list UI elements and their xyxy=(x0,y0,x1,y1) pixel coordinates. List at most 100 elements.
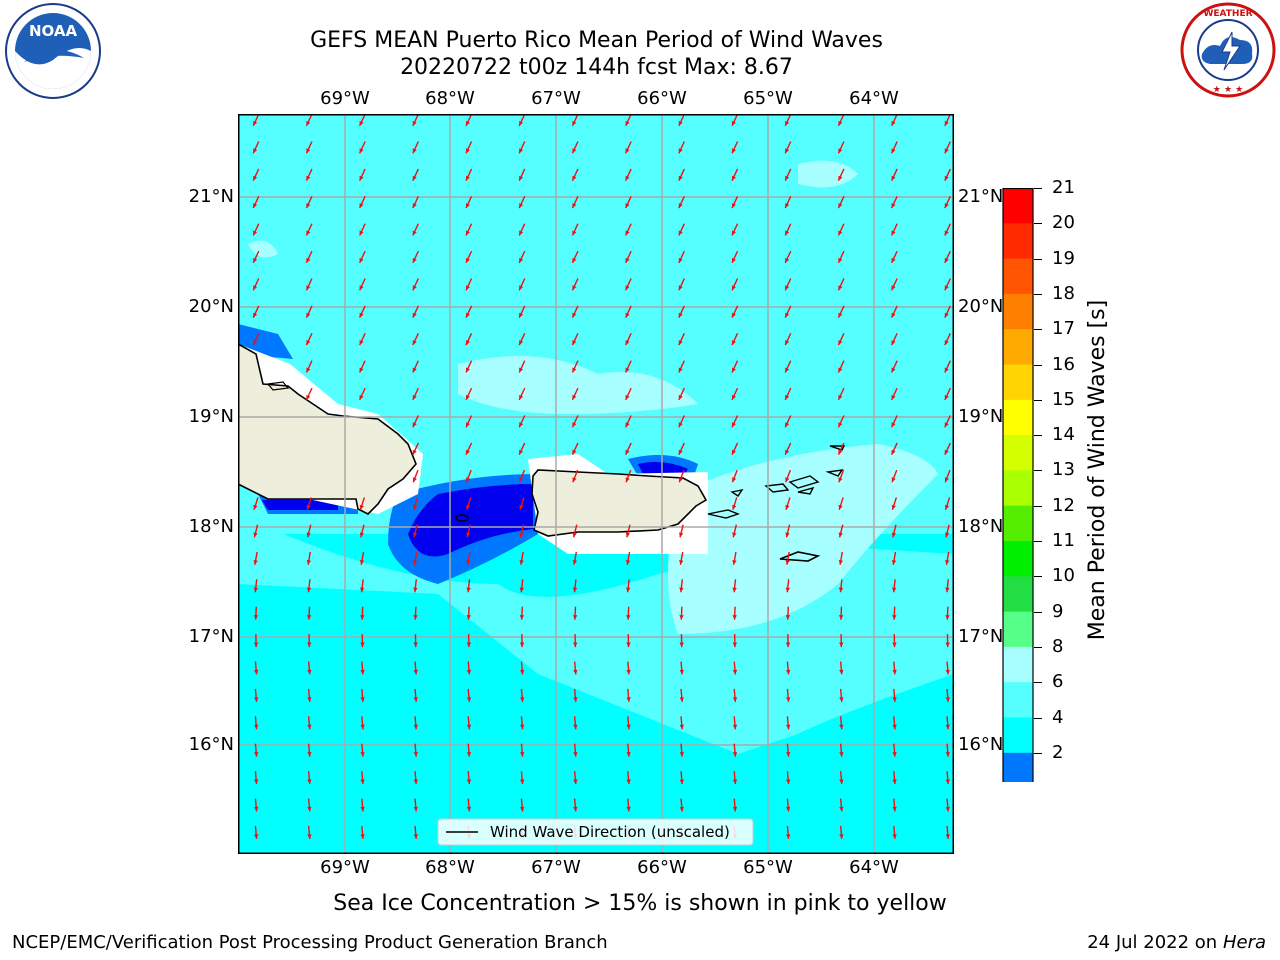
wave-direction-arrow xyxy=(518,114,526,127)
wave-direction-arrow xyxy=(571,278,579,291)
wave-direction-arrow xyxy=(359,141,366,154)
wave-direction-arrow xyxy=(731,305,739,318)
wave-direction-arrow xyxy=(786,743,791,757)
colorbar-swatch xyxy=(1003,576,1033,613)
wave-direction-arrow xyxy=(252,223,260,236)
wave-direction-arrow xyxy=(944,278,951,291)
wave-direction-arrow xyxy=(626,771,631,785)
longitude-label-bottom: 67°W xyxy=(531,857,581,878)
wave-direction-arrow xyxy=(945,551,950,565)
wave-direction-arrow xyxy=(518,278,526,291)
latitude-label-left: 19°N xyxy=(188,406,234,427)
wave-direction-arrow xyxy=(625,524,631,538)
wave-direction-arrow xyxy=(520,798,525,812)
wave-direction-arrow xyxy=(465,387,473,401)
wave-direction-arrow xyxy=(837,168,845,181)
colorbar-tick-mark xyxy=(1034,364,1042,366)
latitude-label-right: 17°N xyxy=(958,627,1004,647)
longitude-label-bottom: 66°W xyxy=(637,857,687,878)
wave-direction-arrow xyxy=(306,579,312,593)
latitude-label-left: 16°N xyxy=(188,734,234,755)
wave-direction-arrow xyxy=(678,168,685,181)
wave-direction-arrow xyxy=(465,305,473,318)
wave-direction-arrow xyxy=(892,579,897,593)
wave-direction-arrow xyxy=(839,798,844,812)
longitude-label-bottom: 65°W xyxy=(743,857,793,878)
wave-direction-arrow xyxy=(786,771,791,785)
wave-direction-arrow xyxy=(359,360,366,373)
wave-direction-arrow xyxy=(360,634,365,648)
wave-direction-arrow xyxy=(359,114,366,127)
colorbar-tick-mark xyxy=(1034,611,1042,613)
wave-direction-arrow xyxy=(944,360,951,373)
wave-direction-arrow xyxy=(359,168,366,181)
wave-direction-arrow xyxy=(945,524,950,538)
colorbar-tick-label: 18 xyxy=(1052,282,1075,304)
contour-below-2-mona xyxy=(408,484,533,557)
longitude-label-top: 66°W xyxy=(637,88,687,109)
longitude-label-bottom: 64°W xyxy=(849,857,899,878)
wave-direction-arrow xyxy=(519,524,525,538)
wave-direction-arrow xyxy=(891,333,898,346)
longitude-label-bottom: 68°W xyxy=(425,857,475,878)
wave-direction-arrow xyxy=(625,442,632,455)
wave-direction-arrow xyxy=(466,606,471,620)
wave-direction-arrow xyxy=(305,305,313,318)
wave-direction-arrow xyxy=(678,442,685,455)
wave-direction-arrow xyxy=(892,798,897,812)
colorbar-tick-label: 9 xyxy=(1052,600,1064,622)
colorbar-tick-mark xyxy=(1034,752,1042,754)
wave-direction-arrow xyxy=(413,743,418,757)
wave-direction-arrow xyxy=(413,606,418,620)
colorbar-tick-label: 13 xyxy=(1052,459,1075,481)
wave-direction-arrow xyxy=(892,743,897,757)
wave-direction-arrow xyxy=(785,579,790,593)
colorbar-swatch xyxy=(1003,505,1033,542)
wave-direction-arrow xyxy=(307,634,312,648)
wave-direction-arrow xyxy=(678,114,685,127)
wave-direction-arrow xyxy=(305,223,313,236)
wave-direction-arrow xyxy=(413,524,418,538)
wave-direction-arrow xyxy=(784,333,792,346)
wave-direction-arrow xyxy=(731,333,739,346)
wave-direction-arrow xyxy=(573,798,578,812)
wave-direction-arrow xyxy=(945,579,950,593)
wave-direction-arrow xyxy=(305,387,313,401)
plot-title: GEFS MEAN Puerto Rico Mean Period of Win… xyxy=(310,28,883,53)
wave-direction-arrow xyxy=(839,716,844,730)
wave-direction-arrow xyxy=(944,250,951,264)
wave-direction-arrow xyxy=(466,716,472,730)
wave-direction-arrow xyxy=(945,825,950,839)
wave-direction-arrow xyxy=(838,524,844,538)
wave-direction-arrow xyxy=(785,524,791,538)
wave-direction-arrow xyxy=(784,168,792,181)
wave-direction-arrow xyxy=(679,579,684,593)
wave-direction-arrow xyxy=(305,196,313,209)
wave-direction-arrow xyxy=(413,579,418,593)
colorbar-tick-mark xyxy=(1034,717,1042,719)
wave-direction-arrow xyxy=(518,196,526,209)
wave-direction-arrow xyxy=(891,469,898,483)
wave-direction-arrow xyxy=(359,497,366,511)
wave-direction-arrow xyxy=(359,333,366,346)
wave-direction-arrow xyxy=(252,114,260,127)
wave-direction-arrow xyxy=(519,579,524,593)
wave-direction-arrow xyxy=(838,469,845,483)
sea-ice-caption: Sea Ice Concentration > 15% is shown in … xyxy=(333,891,947,916)
latitude-label-left: 21°N xyxy=(188,186,234,207)
wave-direction-arrow xyxy=(837,114,845,127)
latitude-label-left: 20°N xyxy=(188,296,234,317)
wave-direction-arrow xyxy=(891,551,897,565)
wave-direction-arrow xyxy=(518,168,526,181)
wave-direction-arrow xyxy=(518,442,526,455)
wave-direction-arrow xyxy=(731,415,739,428)
wave-direction-arrow xyxy=(625,168,632,181)
wave-direction-arrow xyxy=(466,551,471,565)
colorbar-tick-label: 14 xyxy=(1052,424,1075,446)
wave-direction-arrow xyxy=(837,305,845,318)
wave-direction-arrow xyxy=(572,606,578,620)
wave-direction-arrow xyxy=(785,634,791,648)
wave-direction-arrow xyxy=(519,551,524,565)
wave-direction-arrow xyxy=(731,442,739,455)
wave-direction-arrow xyxy=(944,442,951,455)
